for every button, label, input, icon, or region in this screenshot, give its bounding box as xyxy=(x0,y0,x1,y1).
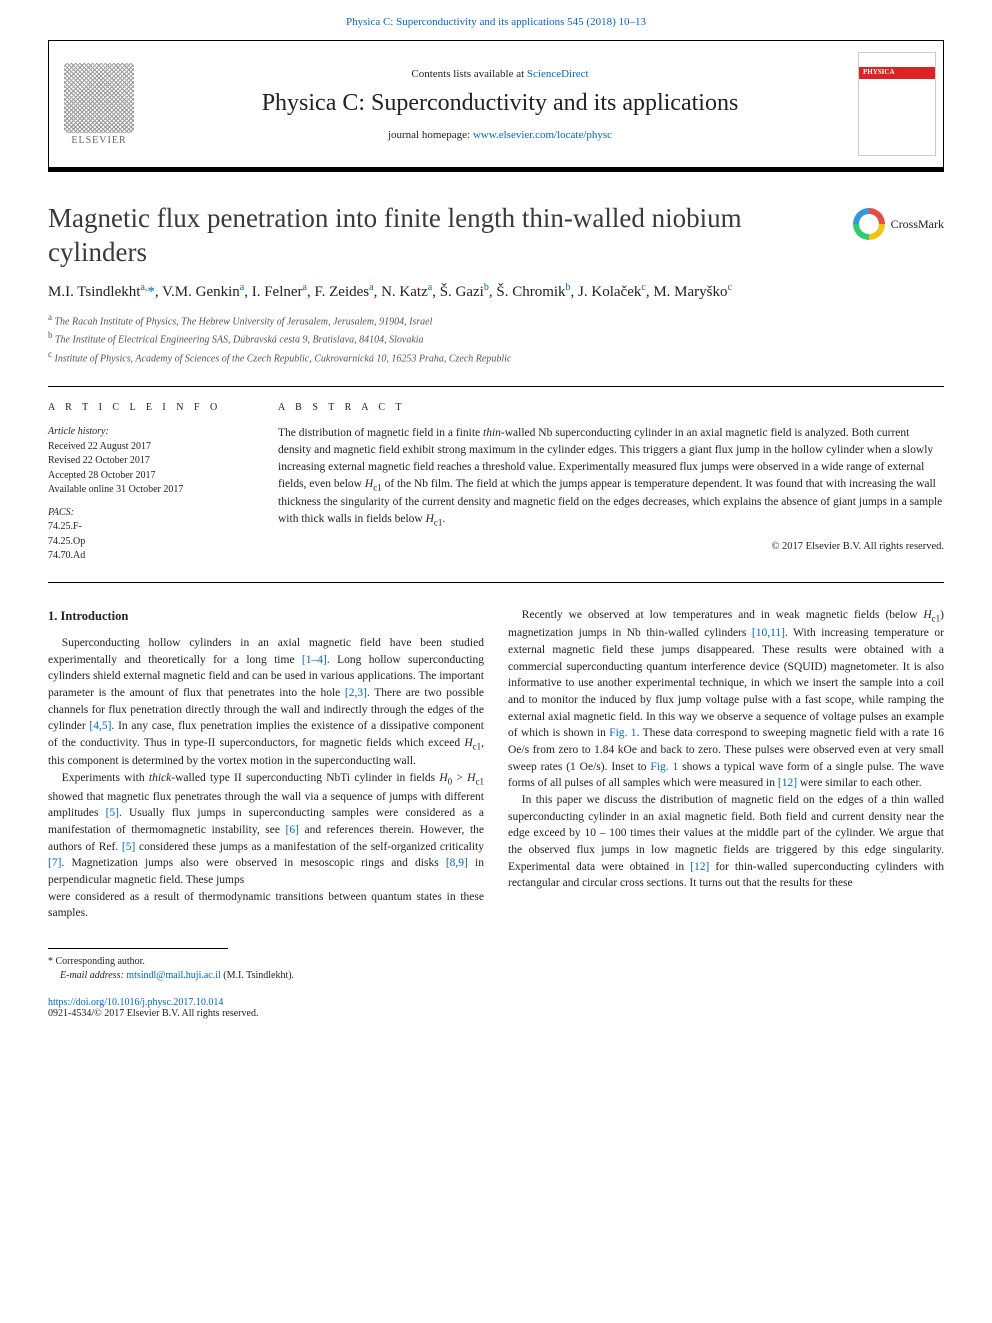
history-line: Received 22 August 2017 xyxy=(48,440,248,455)
meta-bottom-rule xyxy=(48,582,944,583)
section-1-heading: 1. Introduction xyxy=(48,607,484,625)
homepage-prefix: journal homepage: xyxy=(388,129,473,141)
crossmark-icon xyxy=(853,208,885,240)
doi-block: https://doi.org/10.1016/j.physc.2017.10.… xyxy=(48,997,944,1019)
journal-homepage: journal homepage: www.elsevier.com/locat… xyxy=(149,129,851,141)
pacs-label: PACS: xyxy=(48,506,248,521)
header-center: Contents lists available at ScienceDirec… xyxy=(149,41,851,167)
email-label: E-mail address: xyxy=(60,970,126,981)
header-rule xyxy=(48,168,944,172)
body-columns: 1. Introduction Superconducting hollow c… xyxy=(48,607,944,922)
author-list: M.I. Tsindlekhta,*, V.M. Genkina, I. Fel… xyxy=(48,280,944,304)
crossmark-label: CrossMark xyxy=(891,217,944,232)
body-p2: Experiments with thick-walled type II su… xyxy=(48,770,484,888)
contents-line: Contents lists available at ScienceDirec… xyxy=(149,68,851,80)
pacs-line: 74.25.F- xyxy=(48,520,248,535)
affiliations: a The Racah Institute of Physics, The He… xyxy=(48,311,944,366)
journal-name: Physica C: Superconductivity and its app… xyxy=(149,90,851,117)
contents-prefix: Contents lists available at xyxy=(411,68,526,80)
history-line: Revised 22 October 2017 xyxy=(48,454,248,469)
corresponding-author: * Corresponding author. E-mail address: … xyxy=(48,940,944,983)
abstract-copyright: © 2017 Elsevier B.V. All rights reserved… xyxy=(278,539,944,554)
body-p5: In this paper we discuss the distributio… xyxy=(508,792,944,892)
body-p3: were considered as a result of thermodyn… xyxy=(48,889,484,922)
history-line: Available online 31 October 2017 xyxy=(48,483,248,498)
history-line: Accepted 28 October 2017 xyxy=(48,469,248,484)
pacs-line: 74.70.Ad xyxy=(48,549,248,564)
sciencedirect-link[interactable]: ScienceDirect xyxy=(527,68,589,80)
homepage-link[interactable]: www.elsevier.com/locate/physc xyxy=(473,129,612,141)
journal-cover: PHYSICA xyxy=(851,41,943,167)
corr-star: * xyxy=(48,956,53,967)
affiliation-line: b The Institute of Electrical Engineerin… xyxy=(48,329,944,347)
abstract-text: The distribution of magnetic field in a … xyxy=(278,425,944,528)
article-title: Magnetic flux penetration into finite le… xyxy=(48,202,833,270)
running-head: Physica C: Superconductivity and its app… xyxy=(0,0,992,36)
corr-label: Corresponding author. xyxy=(56,956,145,967)
cover-thumbnail: PHYSICA xyxy=(858,52,936,156)
email-suffix: (M.I. Tsindlekht). xyxy=(221,970,294,981)
pacs-line: 74.25.Op xyxy=(48,535,248,550)
article-info-heading: A R T I C L E I N F O xyxy=(48,401,248,416)
affiliation-line: c Institute of Physics, Academy of Scien… xyxy=(48,348,944,366)
cover-brand: PHYSICA xyxy=(863,68,895,76)
crossmark-badge[interactable]: CrossMark xyxy=(853,208,944,240)
elsevier-wordmark: ELSEVIER xyxy=(71,135,126,146)
corr-email[interactable]: mtsindl@mail.huji.ac.il xyxy=(126,970,220,981)
body-p4: Recently we observed at low temperatures… xyxy=(508,607,944,792)
abstract-heading: A B S T R A C T xyxy=(278,401,944,416)
history-label: Article history: xyxy=(48,425,248,440)
footnote-rule xyxy=(48,948,228,949)
journal-header: ELSEVIER Contents lists available at Sci… xyxy=(48,40,944,168)
running-head-link[interactable]: Physica C: Superconductivity and its app… xyxy=(346,16,646,28)
affiliation-line: a The Racah Institute of Physics, The He… xyxy=(48,311,944,329)
abstract: A B S T R A C T The distribution of magn… xyxy=(278,401,944,564)
elsevier-tree-icon xyxy=(64,63,134,133)
body-p1: Superconducting hollow cylinders in an a… xyxy=(48,635,484,770)
article-info: A R T I C L E I N F O Article history: R… xyxy=(48,401,248,564)
doi-link[interactable]: https://doi.org/10.1016/j.physc.2017.10.… xyxy=(48,997,223,1008)
issn-line: 0921-4534/© 2017 Elsevier B.V. All right… xyxy=(48,1008,258,1019)
elsevier-logo: ELSEVIER xyxy=(49,41,149,167)
